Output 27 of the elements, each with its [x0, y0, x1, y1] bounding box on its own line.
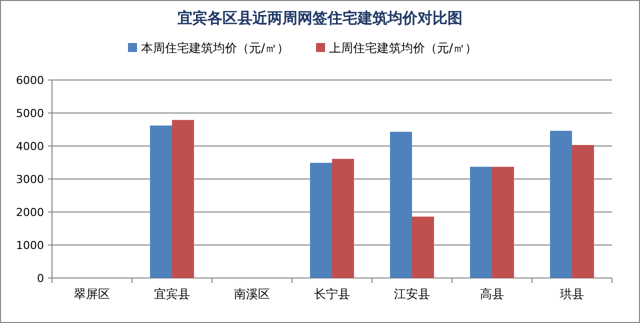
y-tick-label: 1000	[16, 239, 44, 252]
bar	[172, 120, 194, 278]
bar	[492, 166, 514, 278]
x-tick-label: 珙县	[560, 287, 584, 301]
y-tick-label: 6000	[16, 74, 44, 87]
bar	[470, 166, 492, 278]
x-tick-label: 翠屏区	[74, 287, 110, 301]
bar	[390, 132, 412, 278]
chart-title: 宜宾各区县近两周网签住宅建筑均价对比图	[178, 9, 462, 27]
x-tick-label: 宜宾县	[154, 287, 190, 301]
y-tick-label: 4000	[16, 140, 44, 153]
y-tick-label: 2000	[16, 206, 44, 219]
y-tick-label: 5000	[16, 107, 44, 120]
legend-label: 本周住宅建筑均价（元/㎡）	[141, 41, 290, 55]
bar	[550, 130, 572, 278]
x-tick-label: 高县	[480, 287, 504, 301]
bar	[412, 216, 434, 278]
x-tick-label: 江安县	[394, 287, 430, 301]
bar	[572, 145, 594, 278]
x-tick-label: 长宁县	[314, 287, 350, 301]
y-tick-label: 3000	[16, 173, 44, 186]
bar	[150, 126, 172, 278]
x-tick-label: 南溪区	[234, 287, 270, 301]
bar	[332, 158, 354, 278]
legend-label: 上周住宅建筑均价（元/㎡）	[329, 41, 478, 55]
bar	[310, 162, 332, 278]
y-tick-label: 0	[37, 272, 44, 285]
